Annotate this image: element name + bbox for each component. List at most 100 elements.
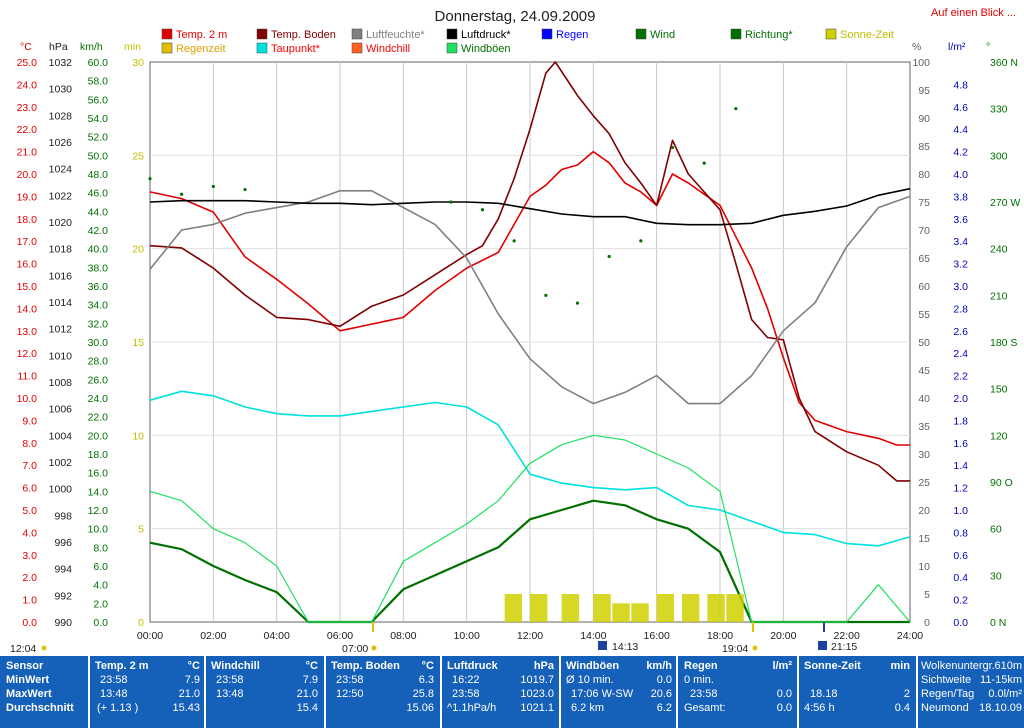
tick-label: 0.0 — [93, 617, 108, 629]
direction-point — [243, 187, 247, 192]
tick-label: 1030 — [49, 84, 73, 96]
table-cell: 23:58 — [216, 674, 244, 686]
direction-point — [544, 293, 548, 297]
tick-label: 1004 — [49, 430, 73, 442]
tick-label: 14.0 — [17, 303, 38, 315]
direction-point — [148, 177, 152, 181]
tick-label: 998 — [54, 510, 72, 522]
tick-label: 10.0 — [17, 393, 38, 405]
tick-label: 80 — [918, 169, 930, 181]
tick-label: 44.0 — [88, 206, 109, 218]
max-sun-icon — [598, 641, 607, 650]
axis-unit: min — [124, 41, 141, 53]
tick-label: 45 — [918, 365, 930, 377]
tick-label: 22.0 — [17, 124, 38, 136]
tick-label: 1032 — [49, 57, 73, 69]
legend-label: Windchill — [366, 43, 410, 55]
legend-label: Temp. Boden — [271, 29, 336, 41]
direction-point — [180, 192, 184, 196]
table-cell: ^1.1hPa/h — [447, 702, 497, 714]
tick-label: 12:00 — [517, 630, 543, 642]
legend-label: Windböen — [461, 43, 511, 55]
chart-axes: 25.0 24.0 23.0 22.0 21.0 20.0 19.0 18.0 17.0 16.0… — [10, 41, 1020, 655]
axis-unit: hPa — [49, 41, 68, 53]
glance-link[interactable]: Auf einen Blick ... — [931, 7, 1016, 19]
table-cell: Ø 10 min. — [566, 674, 614, 686]
tick-label: 65 — [918, 253, 930, 265]
direction-point — [670, 145, 675, 150]
tick-label: 15 — [918, 533, 930, 545]
tick-label: 20.0 — [88, 430, 109, 442]
sun-bar — [656, 594, 675, 622]
table-cell: 21.0 — [178, 688, 200, 700]
tick-label: 10 — [918, 561, 930, 573]
table-header-unit: °C — [421, 660, 434, 672]
axis-unit: ° — [986, 41, 990, 53]
tick-label: 24.0 — [17, 79, 38, 91]
tick-label: 360 N — [990, 57, 1018, 69]
direction-point — [734, 107, 738, 111]
table-cell: (+ 1.13 ) — [97, 702, 139, 714]
tick-label: 16:00 — [644, 630, 670, 642]
table-cell: 1021.1 — [520, 702, 554, 714]
tick-label: 30.0 — [88, 337, 109, 349]
tick-label: 1.8 — [953, 415, 968, 427]
table-header-windchill: Windchill — [211, 660, 260, 672]
tick-label: 48.0 — [88, 169, 109, 181]
table-header-unit: °C — [187, 660, 200, 672]
sun-bar — [726, 594, 744, 622]
tick-label: 0 N — [990, 617, 1006, 629]
tick-label: 1.2 — [953, 483, 968, 495]
series-line — [149, 434, 911, 623]
table-row-label: Durchschnitt — [6, 702, 74, 714]
tick-label: 12.0 — [17, 348, 38, 360]
tick-label: 75 — [918, 197, 930, 209]
tick-label: 60.0 — [88, 57, 109, 69]
table-cell: 15.4 — [296, 702, 318, 714]
tick-label: 210 — [990, 290, 1008, 302]
table-cell: 13:48 — [100, 688, 128, 700]
tick-label: 24.0 — [88, 393, 109, 405]
sun-bar — [593, 594, 611, 622]
axis-unit: °C — [20, 41, 32, 53]
tick-label: 2.8 — [953, 303, 968, 315]
series-line — [149, 61, 910, 482]
tick-label: 90 — [918, 113, 930, 125]
table-cell: 0.0 — [776, 688, 792, 700]
table-cell: 17:06 W-SW — [571, 688, 634, 700]
direction-point — [702, 161, 706, 165]
tick-label: 1026 — [49, 137, 73, 149]
legend-label: Wind — [650, 29, 675, 41]
table-cell: 25.8 — [412, 688, 434, 700]
table-cell: 4:56 h — [804, 702, 835, 714]
tick-label: 25 — [132, 150, 144, 162]
tick-label: 20.0 — [17, 169, 38, 181]
tick-label: 19.0 — [17, 191, 38, 203]
info-value: 610m — [994, 660, 1022, 672]
table-cell: 20.6 — [650, 688, 672, 700]
moonrise-label: 12:04 — [10, 643, 36, 655]
tick-label: 2.6 — [953, 326, 968, 338]
tick-label: 0.4 — [953, 572, 968, 584]
tick-label: 11.0 — [17, 371, 37, 383]
tick-label: 28.0 — [88, 356, 109, 368]
tick-label: 14.0 — [88, 486, 109, 498]
table-cell: 23:58 — [336, 674, 364, 686]
info-label: Neumond — [921, 702, 969, 714]
legend-swatch — [730, 28, 742, 40]
tick-label: 2.2 — [953, 371, 968, 383]
table-cell: 21.0 — [296, 688, 318, 700]
table-cell: 7.9 — [302, 674, 318, 686]
tick-label: 20:00 — [770, 630, 796, 642]
legend-swatch — [541, 28, 553, 40]
tick-label: 5 — [924, 589, 930, 601]
tick-label: 15 — [132, 337, 144, 349]
legend-label: Regenzeit — [176, 43, 226, 55]
tick-label: 40.0 — [88, 244, 109, 256]
direction-point — [480, 208, 485, 212]
tick-label: 3.4 — [953, 236, 968, 248]
table-cell: 12:50 — [336, 688, 364, 700]
tick-label: 15.0 — [17, 281, 38, 293]
table-cell: 6.2 km — [571, 702, 605, 714]
tick-label: 60 — [918, 281, 930, 293]
